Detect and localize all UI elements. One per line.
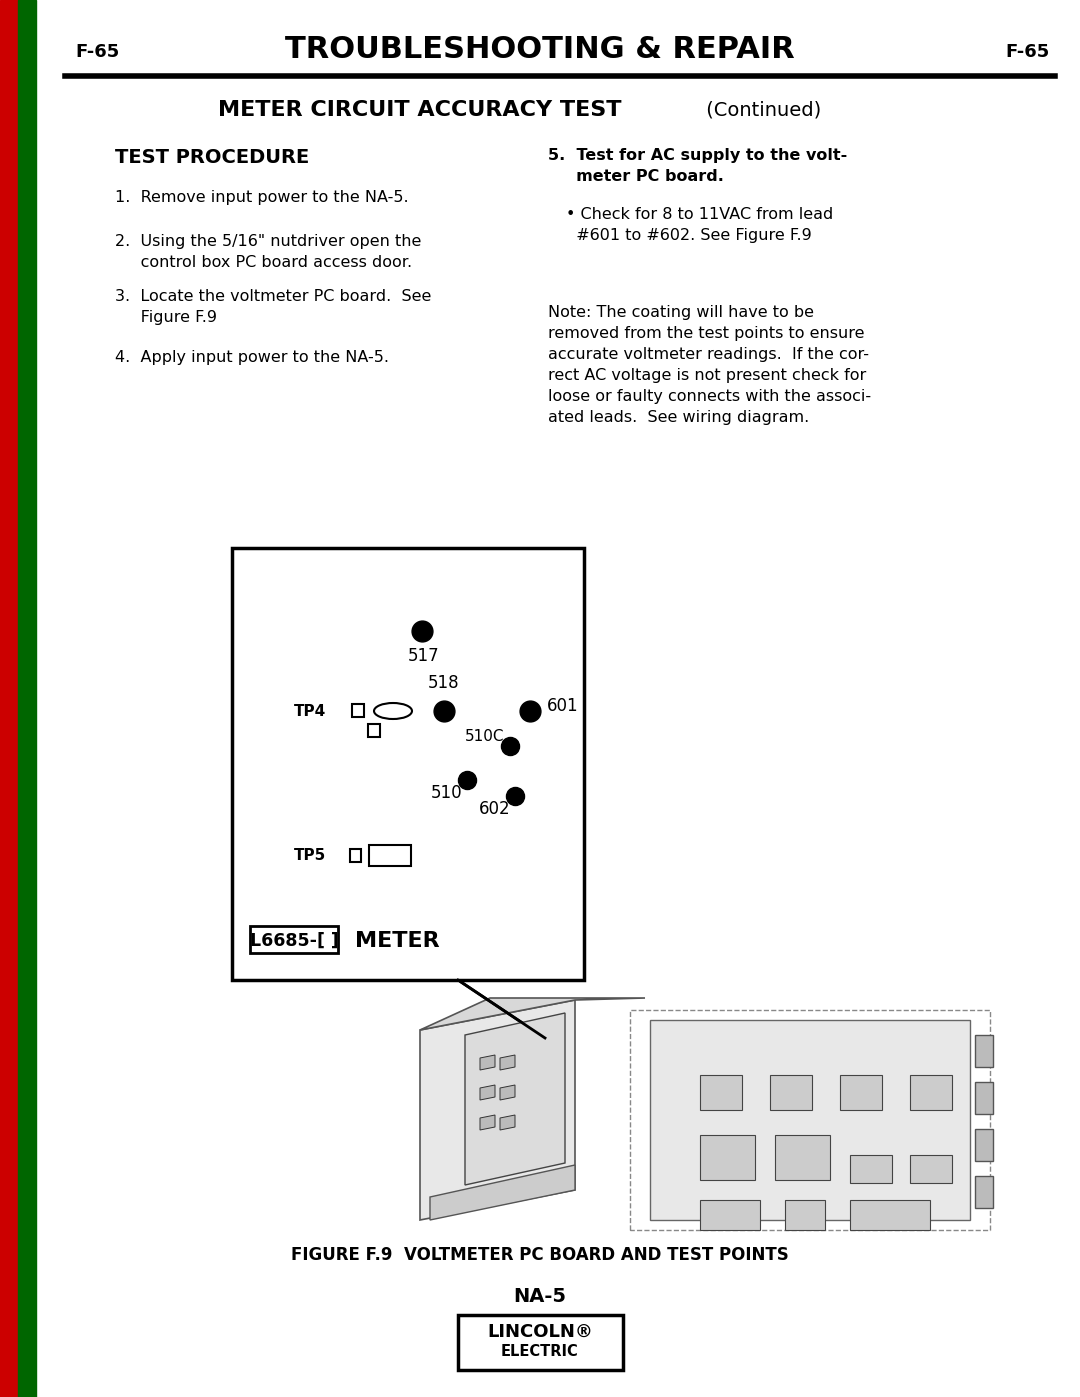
Text: Return to Master TOC: Return to Master TOC [22, 616, 32, 743]
Text: 3.  Locate the voltmeter PC board.  See: 3. Locate the voltmeter PC board. See [114, 289, 431, 303]
Text: 5.  Test for AC supply to the volt-: 5. Test for AC supply to the volt- [548, 148, 847, 163]
Bar [18, 0, 36, 1397]
Polygon shape [480, 1085, 495, 1099]
Bar [249, 926, 338, 953]
Bar [850, 1200, 930, 1229]
Text: 517: 517 [408, 647, 440, 665]
Text: Return to Section TOC: Return to Section TOC [4, 194, 14, 326]
Bar [458, 1315, 623, 1370]
Text: TP4: TP4 [294, 704, 326, 718]
Text: rect AC voltage is not present check for: rect AC voltage is not present check for [548, 367, 866, 383]
Polygon shape [420, 1000, 575, 1220]
Polygon shape [480, 1115, 495, 1130]
Text: METER: METER [355, 930, 440, 951]
Text: F-65: F-65 [75, 43, 119, 61]
Text: 602: 602 [478, 800, 510, 819]
Bar [369, 845, 411, 866]
Text: LINCOLN®: LINCOLN® [487, 1323, 593, 1341]
Bar [785, 1200, 825, 1229]
Polygon shape [650, 1020, 970, 1220]
Polygon shape [500, 1085, 515, 1099]
Bar [975, 1176, 993, 1208]
Text: TROUBLESHOOTING & REPAIR: TROUBLESHOOTING & REPAIR [285, 35, 795, 64]
Text: 2.  Using the 5/16" nutdriver open the: 2. Using the 5/16" nutdriver open the [114, 235, 421, 249]
Bar [232, 548, 584, 981]
Bar [770, 1076, 812, 1111]
Text: control box PC board access door.: control box PC board access door. [114, 256, 413, 270]
Text: FIGURE F.9  VOLTMETER PC BOARD AND TEST POINTS: FIGURE F.9 VOLTMETER PC BOARD AND TEST P… [292, 1246, 788, 1264]
Text: NA-5: NA-5 [513, 1287, 567, 1306]
Text: Return to Section TOC: Return to Section TOC [4, 1035, 14, 1165]
Bar [700, 1076, 742, 1111]
Text: Figure F.9: Figure F.9 [114, 310, 217, 324]
Text: 601: 601 [546, 697, 579, 715]
Text: TEST PROCEDURE: TEST PROCEDURE [114, 148, 309, 168]
Bar [850, 1155, 892, 1183]
Bar [700, 1134, 755, 1180]
Bar [775, 1134, 831, 1180]
Text: METER CIRCUIT ACCURACY TEST: METER CIRCUIT ACCURACY TEST [218, 101, 621, 120]
Text: F-65: F-65 [1005, 43, 1050, 61]
Bar [350, 849, 361, 862]
Text: L6685-[ ]: L6685-[ ] [249, 932, 338, 950]
Bar [975, 1129, 993, 1161]
Polygon shape [630, 1010, 990, 1229]
Text: 4.  Apply input power to the NA-5.: 4. Apply input power to the NA-5. [114, 349, 389, 365]
Text: Return to Section TOC: Return to Section TOC [4, 615, 14, 746]
Bar [700, 1200, 760, 1229]
Text: #601 to #602. See Figure F.9: #601 to #602. See Figure F.9 [566, 228, 812, 243]
Text: Return to Master TOC: Return to Master TOC [22, 1037, 32, 1164]
Bar [0, 0, 18, 1397]
Polygon shape [430, 1165, 575, 1220]
Text: 1.  Remove input power to the NA-5.: 1. Remove input power to the NA-5. [114, 190, 408, 205]
Text: removed from the test points to ensure: removed from the test points to ensure [548, 326, 864, 341]
Text: loose or faulty connects with the associ-: loose or faulty connects with the associ… [548, 388, 872, 404]
Text: ELECTRIC: ELECTRIC [501, 1344, 579, 1359]
Bar [910, 1155, 951, 1183]
Text: accurate voltmeter readings.  If the cor-: accurate voltmeter readings. If the cor- [548, 346, 869, 362]
Bar [840, 1076, 882, 1111]
Text: (Continued): (Continued) [700, 101, 821, 120]
Polygon shape [420, 997, 645, 1030]
Ellipse shape [374, 703, 411, 719]
Text: 510: 510 [430, 784, 462, 802]
Polygon shape [500, 1115, 515, 1130]
Bar [975, 1035, 993, 1067]
Text: TP5: TP5 [294, 848, 326, 863]
Text: Return to Master TOC: Return to Master TOC [22, 196, 32, 324]
Bar [368, 724, 380, 738]
Polygon shape [500, 1055, 515, 1070]
Text: • Check for 8 to 11VAC from lead: • Check for 8 to 11VAC from lead [566, 207, 834, 222]
Polygon shape [465, 1013, 565, 1185]
Text: Note: The coating will have to be: Note: The coating will have to be [548, 305, 814, 320]
Bar [910, 1076, 951, 1111]
Polygon shape [480, 1055, 495, 1070]
Text: 510C: 510C [464, 729, 504, 745]
Text: meter PC board.: meter PC board. [548, 169, 724, 184]
Text: 518: 518 [428, 673, 460, 692]
Bar [975, 1083, 993, 1113]
Text: ated leads.  See wiring diagram.: ated leads. See wiring diagram. [548, 409, 809, 425]
Bar [352, 704, 364, 717]
